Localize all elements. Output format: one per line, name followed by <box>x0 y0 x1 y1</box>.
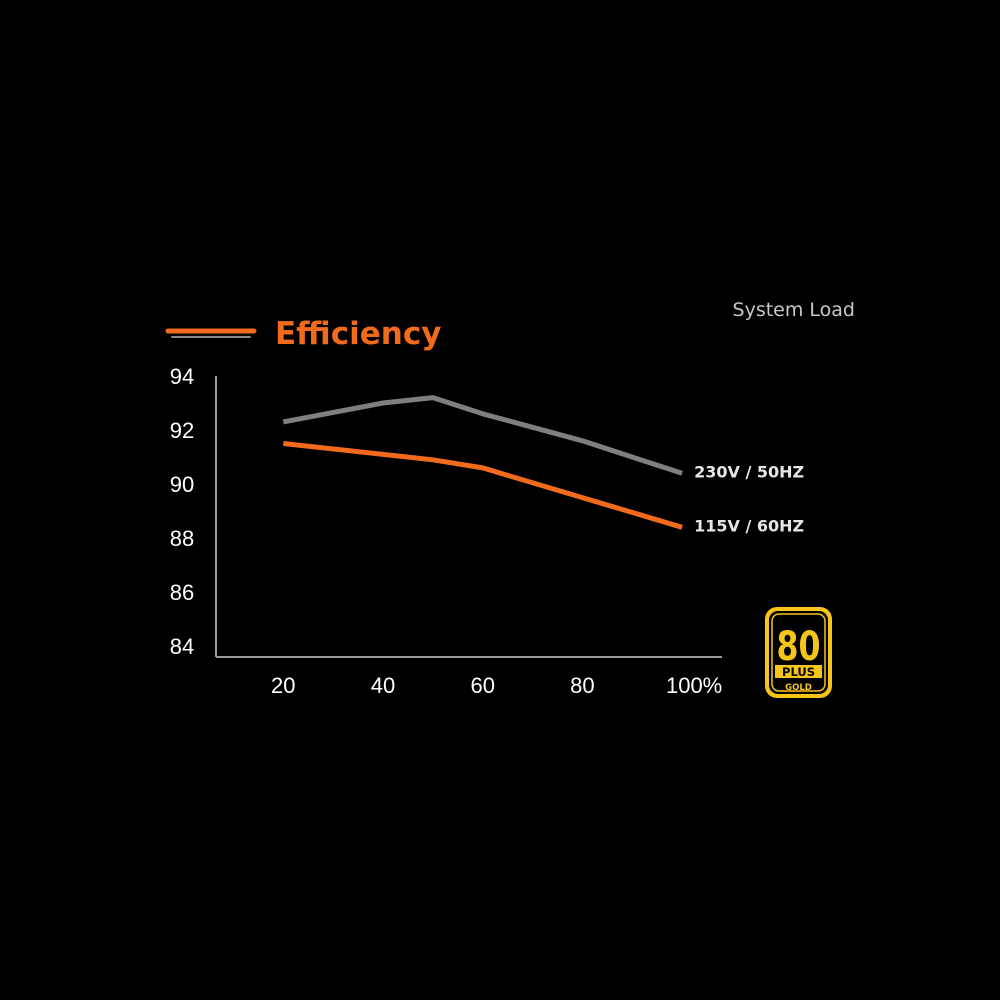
y-tick-label: 94 <box>170 364 194 389</box>
series-label-2: 115V / 60HZ <box>694 516 804 535</box>
series-labels: 230V / 50HZ 115V / 60HZ <box>694 462 804 535</box>
y-tick-labels: 94 92 90 88 86 84 <box>170 364 194 659</box>
series-label-1: 230V / 50HZ <box>694 462 804 481</box>
series-line-2 <box>283 441 683 530</box>
series-line-1 <box>282 395 683 476</box>
x-tick-label: 60 <box>470 673 494 698</box>
x-axis-label: System Load <box>733 299 855 321</box>
chart-title: Efficiency <box>275 316 441 352</box>
80-plus-gold-badge: 80 PLUS GOLD <box>765 607 832 698</box>
badge-number: 80 <box>777 624 821 670</box>
y-tick-label: 88 <box>170 526 194 551</box>
badge-tier: GOLD <box>785 683 812 693</box>
badge-plus: PLUS <box>782 665 815 679</box>
y-tick-label: 84 <box>170 634 194 659</box>
x-tick-label: 100% <box>666 673 722 698</box>
x-tick-label: 20 <box>271 673 295 698</box>
series-lines <box>282 395 683 530</box>
y-tick-label: 86 <box>170 580 194 605</box>
y-tick-label: 90 <box>170 472 194 497</box>
title-swatch <box>165 328 257 338</box>
x-tick-label: 40 <box>371 673 395 698</box>
y-tick-label: 92 <box>170 418 194 443</box>
x-tick-labels: 20 40 60 80 100% <box>271 673 722 698</box>
x-tick-label: 80 <box>570 673 594 698</box>
